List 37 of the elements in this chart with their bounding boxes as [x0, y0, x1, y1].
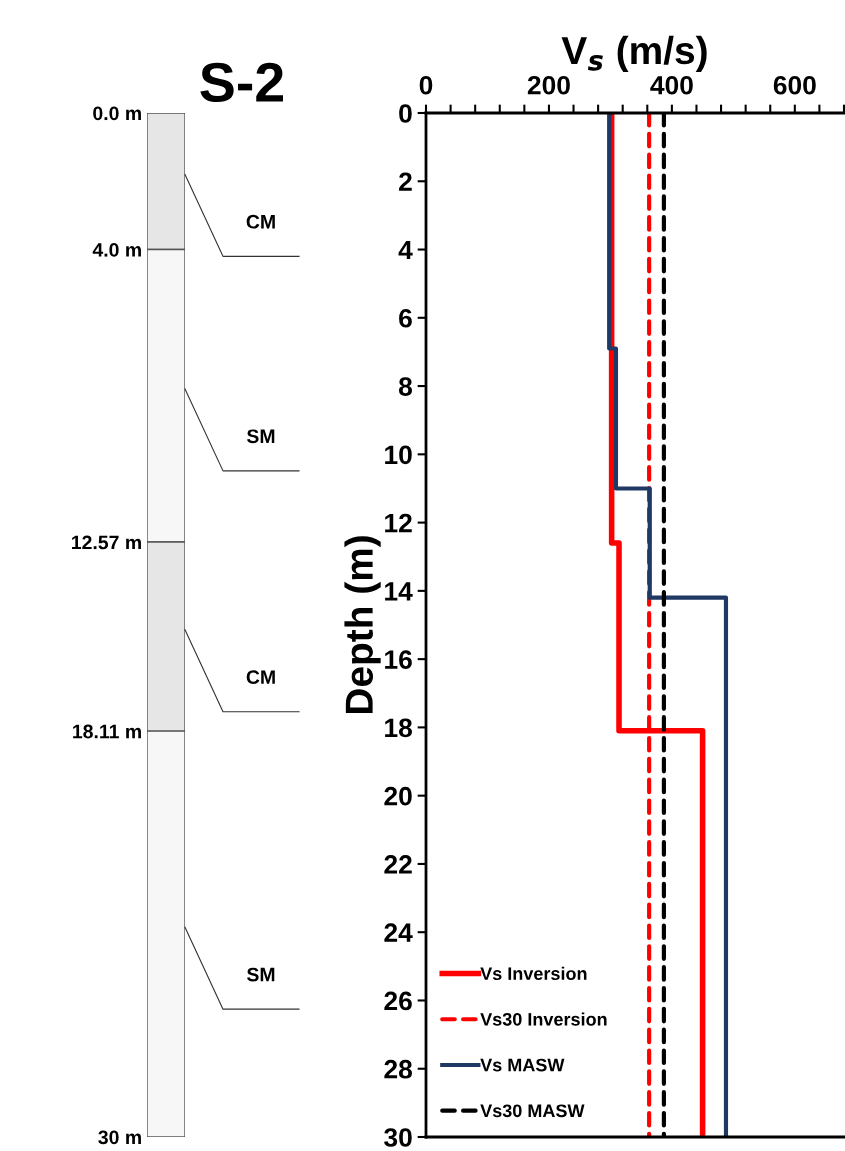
y-axis-title: Depth (m): [344, 536, 381, 714]
text: SM: [246, 967, 275, 982]
y-tick-label: 4: [398, 240, 413, 260]
y-tick-label: 24: [384, 923, 413, 942]
y-tick-label: 12.57 m: [72, 535, 141, 550]
x-tick-label: 400: [650, 75, 693, 95]
x-axis-title: V$_{s}$ (m/s): [561, 35, 707, 72]
y-tick-label: 0.0 m: [93, 106, 141, 121]
legend-label: Vs30 MASW: [480, 1104, 585, 1118]
legend-label: Vs Inversion: [480, 966, 587, 981]
text: SM: [246, 429, 275, 444]
y-tick-label: 28: [384, 1059, 412, 1079]
y-tick-label: 26: [384, 991, 412, 1011]
y-tick-label: 18.11 m: [73, 724, 141, 739]
y-tick-label: 30: [384, 1128, 412, 1147]
text: CM: [246, 214, 275, 229]
y-tick-label: 20: [384, 786, 412, 806]
x-tick-label: 600: [773, 75, 816, 95]
x-tick-label: 0: [419, 75, 433, 95]
legend-label: Vs30 Inversion: [480, 1012, 607, 1026]
text: CM: [246, 670, 275, 684]
y-tick-label: 16: [385, 650, 412, 669]
y-tick-label: 18: [385, 718, 412, 738]
y-tick-label: 30 m: [98, 1130, 141, 1145]
y-tick-label: 2: [399, 172, 412, 191]
y-tick-label: 14: [385, 582, 413, 601]
line-series: [607, 113, 729, 1137]
y-tick-label: 10: [385, 445, 412, 465]
legend-label: Vs MASW: [480, 1058, 565, 1072]
y-tick-label: 22: [384, 855, 412, 874]
y-tick-label: 0: [399, 104, 412, 123]
y-tick-label: 6: [399, 308, 412, 328]
y-tick-label: 8: [398, 377, 412, 396]
chart-title: S-2: [200, 62, 283, 103]
y-tick-label: 12: [385, 513, 412, 533]
y-tick-label: 4.0 m: [92, 243, 141, 257]
x-tick-label: 200: [527, 75, 570, 95]
